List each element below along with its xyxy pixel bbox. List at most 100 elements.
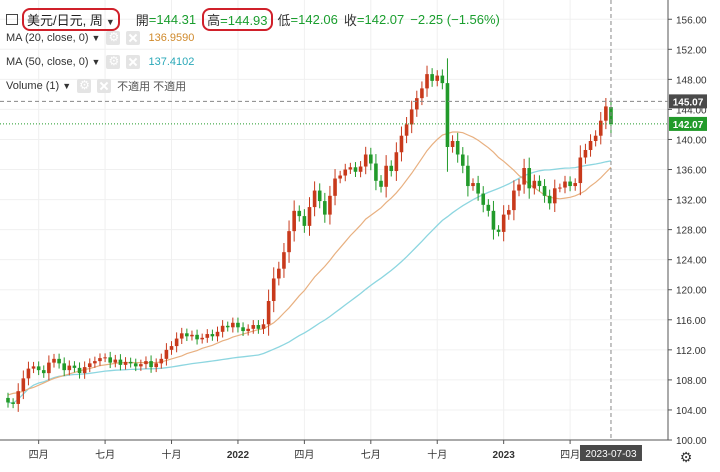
candle-body [481, 193, 486, 205]
candle-body [118, 359, 123, 365]
candle-body [195, 334, 199, 340]
time-tick-label: 四月 [29, 449, 49, 461]
candle-body [52, 358, 56, 363]
crosshair-date-badge [579, 445, 642, 461]
candle-body [496, 229, 501, 232]
crosshair-price-label: 145.07 [673, 97, 704, 108]
candle-body [491, 210, 496, 230]
candle-body [200, 337, 204, 340]
candle-body [430, 74, 434, 81]
time-tick-label: 2023 [493, 450, 516, 461]
candle-body [506, 210, 511, 215]
time-tick-label: 七月 [95, 449, 115, 461]
candle-body [220, 325, 225, 332]
low-label: 低 [277, 13, 291, 28]
gear-icon[interactable]: ⚙ [680, 449, 693, 465]
ma50-label: MA (50, close, 0) [6, 56, 89, 68]
candle-body [113, 359, 118, 363]
candle-body [379, 180, 383, 187]
ma20-line [7, 131, 612, 396]
chevron-down-icon[interactable]: ▼ [91, 57, 101, 67]
high-label: 高 [207, 13, 221, 28]
candle-body [57, 358, 61, 364]
candle-body [317, 190, 322, 202]
ma50-line [7, 160, 612, 404]
price-tick-label: 132.00 [676, 196, 707, 207]
candle-body [588, 140, 593, 150]
close-icon[interactable] [126, 31, 141, 45]
price-tick-label: 116.00 [676, 316, 706, 327]
time-tick-label: 四月 [294, 449, 314, 461]
candle-body [399, 135, 404, 153]
candle-body [404, 124, 409, 136]
settings-icon[interactable] [77, 78, 92, 93]
candle-body [450, 140, 455, 147]
candle-body [277, 268, 281, 279]
candle-body [246, 328, 250, 332]
candle-body [174, 338, 179, 347]
candle-body [338, 175, 342, 179]
candle-body [542, 186, 547, 196]
open-value: =144.31 [148, 12, 197, 27]
candle-body [185, 333, 189, 337]
candle-body [241, 327, 245, 332]
open-label: 開 [135, 13, 149, 28]
candle-body [16, 391, 21, 404]
close-icon[interactable] [126, 55, 141, 69]
price-tick-label: 100.00 [676, 436, 707, 447]
candle-body [236, 322, 240, 328]
candle-body [353, 167, 358, 172]
price-tick-label: 124.00 [676, 256, 707, 267]
candle-body [47, 362, 51, 374]
time-tick-label: 十月 [427, 448, 447, 461]
candle-body [512, 190, 516, 211]
candle-body [149, 361, 153, 368]
high-value: =144.93 [220, 13, 268, 28]
symbol-selector[interactable]: 美元/日元, 周 ▼ [22, 8, 120, 31]
candle-body [108, 357, 112, 363]
candle-body [287, 231, 291, 253]
candle-body [522, 168, 526, 185]
candle-body [348, 167, 353, 170]
candle-body [435, 75, 440, 81]
candle-body [11, 402, 15, 404]
time-tick-label: 2022 [227, 450, 250, 461]
candle-body [205, 334, 210, 338]
candle-body [169, 346, 174, 350]
settings-icon[interactable] [106, 54, 121, 69]
settings-icon[interactable] [106, 30, 121, 45]
candle-body [573, 183, 578, 187]
candle-body [72, 365, 77, 368]
price-tick-label: 120.00 [676, 286, 707, 297]
price-tick-label: 148.00 [676, 75, 707, 86]
chevron-down-icon[interactable]: ▼ [62, 81, 72, 91]
candle-body [363, 154, 368, 167]
candle-icon [6, 14, 18, 25]
price-tick-label: 128.00 [676, 226, 707, 237]
candle-body [440, 75, 445, 84]
candle-body [532, 180, 537, 189]
candle-body [476, 183, 480, 194]
time-tick-label: 七月 [361, 449, 381, 461]
price-tick-label: 152.00 [676, 45, 707, 56]
candle-body [307, 207, 312, 226]
candle-body [455, 140, 460, 155]
chevron-down-icon[interactable]: ▼ [91, 33, 101, 43]
candle-body [409, 109, 414, 125]
candle-body [593, 135, 598, 141]
candle-body [415, 98, 419, 110]
price-tick-label: 140.00 [676, 135, 707, 146]
candle-body [292, 210, 296, 232]
candle-body [466, 165, 470, 187]
candle-body [568, 181, 572, 187]
volume-value: 不適用 不適用 [117, 81, 187, 93]
candle-body [598, 120, 603, 136]
candle-body [210, 334, 215, 337]
candle-body [389, 165, 394, 172]
crosshair-price-badge [669, 94, 707, 109]
ma50-legend: MA (50, close, 0) ▼ 137.4102 [6, 54, 194, 69]
candle-body [144, 361, 148, 365]
candle-body [266, 301, 271, 325]
close-icon[interactable] [97, 79, 112, 93]
